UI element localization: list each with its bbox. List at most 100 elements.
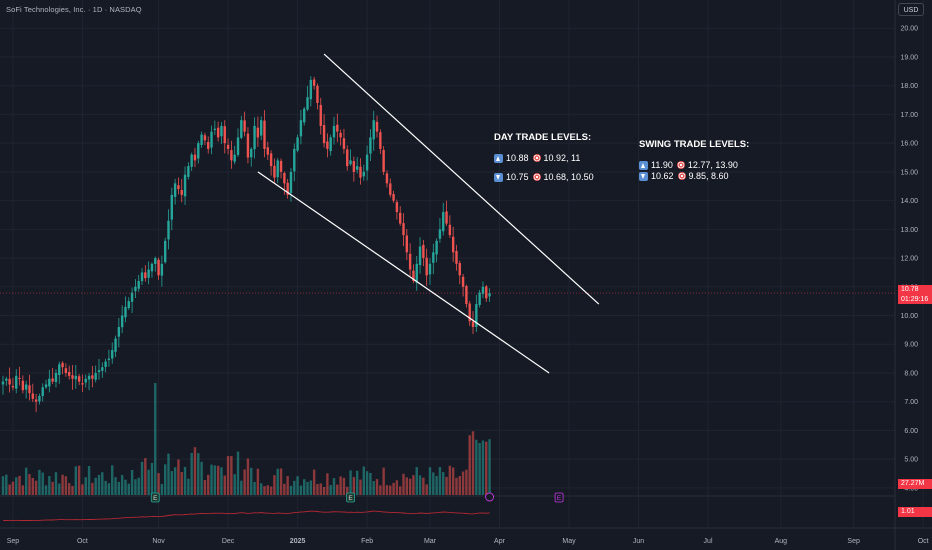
candle-body — [458, 263, 461, 276]
candle-body — [286, 182, 289, 195]
candle-body — [160, 263, 164, 276]
volume-bar — [428, 467, 432, 495]
candle-body — [94, 372, 97, 380]
earnings-marker: E — [346, 492, 355, 503]
candle-body — [41, 387, 44, 397]
volume-bar — [71, 485, 74, 495]
down-arrow-icon — [494, 172, 503, 182]
volume-bar — [127, 483, 130, 495]
y-tick-label: 15.00 — [900, 169, 918, 176]
volume-bar — [293, 480, 296, 495]
volume-bar — [322, 486, 326, 495]
volume-bar — [425, 484, 428, 495]
currency-button[interactable]: USD — [898, 3, 924, 16]
candle-body — [475, 304, 478, 327]
candle-body — [111, 349, 114, 359]
volume-bar — [355, 470, 359, 495]
volume-bar — [309, 480, 313, 495]
candle-body — [64, 368, 68, 373]
candle-body — [200, 134, 203, 145]
candle-body — [412, 270, 415, 282]
day-short-targets: 10.68, 10.50 — [543, 172, 594, 182]
target-icon — [532, 154, 541, 162]
volume-bar — [418, 475, 422, 495]
volume-bar — [117, 481, 121, 495]
volume-bar — [154, 383, 157, 495]
volume-bar — [263, 486, 266, 495]
candle-body — [18, 377, 21, 379]
volume-bar — [177, 459, 180, 495]
volume-bar — [210, 464, 213, 495]
day-short-entry: 10.75 — [506, 172, 529, 182]
volume-bar — [389, 485, 392, 495]
volume-bar — [478, 443, 481, 495]
candle-body — [362, 171, 365, 177]
y-tick-label: 8.00 — [904, 370, 918, 377]
down-arrow-icon — [639, 171, 648, 181]
volume-bar — [336, 484, 339, 495]
candle-body — [306, 97, 309, 110]
y-tick-label: 14.00 — [900, 198, 918, 205]
candle-body — [233, 154, 236, 162]
candle-body — [319, 104, 322, 126]
volume-bar — [329, 485, 332, 495]
volume-bar — [395, 480, 399, 495]
volume-bar — [87, 465, 91, 495]
volume-bar — [183, 466, 187, 495]
volume-bar — [200, 461, 203, 495]
candle-body — [24, 384, 28, 390]
candle-body — [104, 361, 107, 367]
volume-bar — [303, 479, 306, 495]
candle-body — [54, 372, 58, 383]
swing-long-entry: 11.90 — [651, 160, 673, 170]
volume-bar — [283, 483, 286, 495]
volume-bar — [326, 473, 329, 495]
candle-body — [243, 120, 246, 132]
candle-body — [223, 126, 226, 144]
symbol-header[interactable]: SoFi Technologies, Inc. · 1D · NASDAQ — [6, 5, 142, 14]
channel-lower-line — [257, 171, 550, 374]
volume-bar — [438, 467, 442, 495]
candle-body — [365, 154, 369, 171]
candle-body — [455, 251, 458, 264]
volume-bar — [120, 474, 124, 495]
svg-text:E: E — [153, 495, 158, 502]
volume-bar — [372, 481, 375, 495]
volume-bar — [137, 477, 140, 495]
candle-body — [190, 154, 193, 167]
candle-body — [263, 120, 266, 149]
volume-bar — [97, 474, 101, 495]
y-tick-label: 7.00 — [904, 399, 918, 406]
volume-bar — [180, 472, 183, 495]
x-tick-label: Oct — [77, 538, 88, 545]
volume-bar — [243, 469, 246, 495]
x-tick-label: Nov — [152, 538, 165, 545]
candle-body — [385, 173, 389, 184]
volume-bar — [223, 475, 226, 495]
x-tick-label: Feb — [361, 538, 373, 545]
volume-bar — [379, 485, 382, 495]
volume-bar — [233, 474, 236, 495]
volume-bar — [392, 482, 395, 495]
volume-bar — [58, 483, 61, 495]
volume-bar — [365, 471, 369, 495]
volume-bar — [230, 456, 233, 495]
candle-body — [97, 370, 101, 373]
x-tick-label: Apr — [494, 538, 506, 545]
candle-body — [422, 244, 425, 259]
candle-body — [180, 189, 183, 195]
volume-bar — [445, 476, 448, 495]
candle-body — [488, 293, 491, 297]
candle-body — [154, 258, 157, 264]
volume-bar — [114, 477, 117, 495]
candle-body — [193, 154, 197, 161]
target-icon — [676, 161, 685, 169]
volume-bar — [81, 484, 84, 495]
candle-body — [61, 362, 64, 368]
x-tick-label: Aug — [775, 538, 788, 545]
volume-bar — [28, 474, 31, 495]
candle-body — [273, 165, 276, 178]
volume-bar — [240, 480, 243, 495]
volume-bar — [415, 467, 418, 495]
